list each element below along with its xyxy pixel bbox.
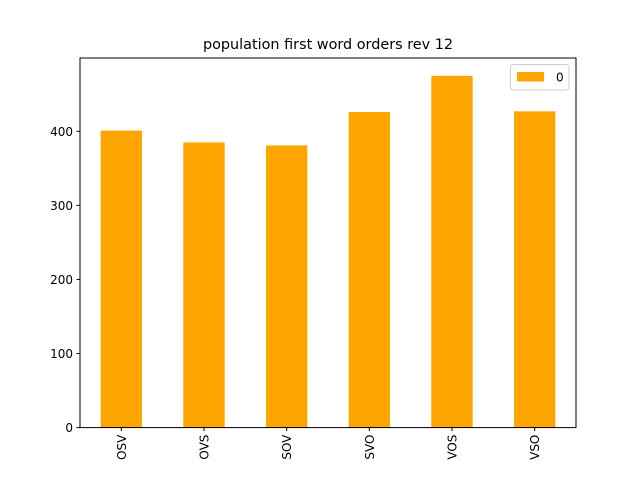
y-tick-label: 0 bbox=[65, 421, 73, 435]
x-tick-label-ovs: OVS bbox=[198, 435, 212, 460]
x-tick-label-svo: SVO bbox=[363, 435, 377, 460]
bar-vso bbox=[514, 111, 556, 428]
legend-label: 0 bbox=[556, 71, 564, 85]
x-tick-label-vos: VOS bbox=[446, 435, 460, 460]
bar-svo bbox=[348, 112, 390, 428]
bars-group bbox=[100, 75, 556, 428]
y-tick-label: 100 bbox=[50, 347, 73, 361]
y-tick-label: 200 bbox=[50, 273, 73, 287]
x-tick-label-osv: OSV bbox=[115, 434, 129, 460]
bar-vos bbox=[431, 75, 473, 428]
chart-title: population first word orders rev 12 bbox=[203, 37, 453, 53]
bar-sov bbox=[266, 145, 308, 428]
plot-frame bbox=[79, 57, 577, 429]
bar-ovs bbox=[183, 142, 225, 428]
x-tick-label-vso: VSO bbox=[528, 435, 542, 460]
legend: 0 bbox=[510, 64, 570, 91]
legend-swatch bbox=[517, 72, 544, 82]
x-axis: OSV OVS SOV SVO VOS VSO bbox=[115, 427, 542, 460]
y-tick-label: 300 bbox=[50, 199, 73, 213]
y-tick-label: 400 bbox=[50, 125, 73, 139]
bar-osv bbox=[100, 130, 142, 428]
x-tick-label-sov: SOV bbox=[280, 434, 294, 460]
y-axis: 0 100 200 300 400 bbox=[50, 125, 80, 435]
